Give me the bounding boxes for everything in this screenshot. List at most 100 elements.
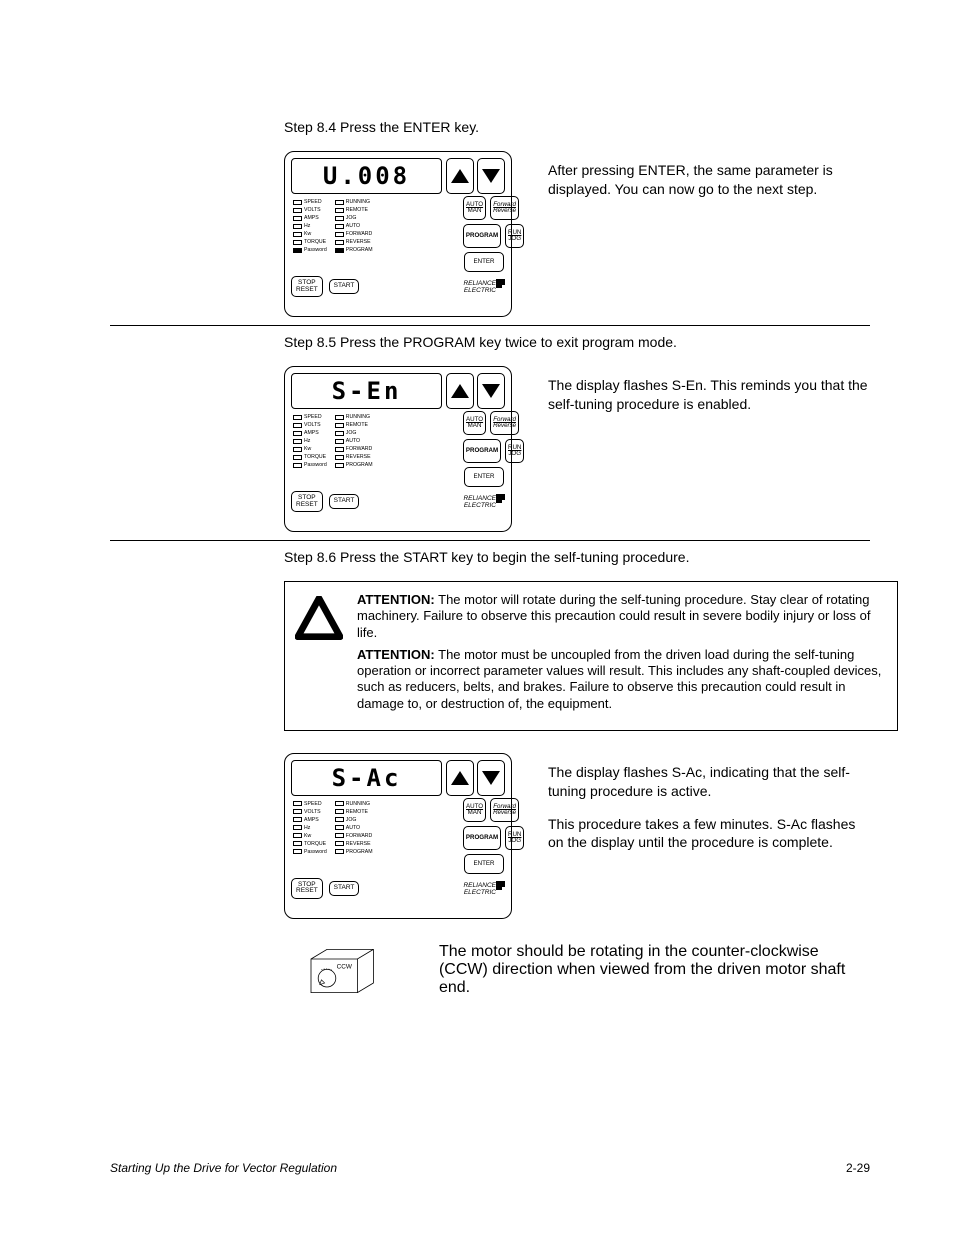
led-label: Password bbox=[304, 461, 327, 469]
led-label: SPEED bbox=[304, 800, 322, 808]
start-button[interactable]: START bbox=[329, 494, 360, 509]
footer-title: Starting Up the Drive for Vector Regulat… bbox=[110, 1161, 337, 1175]
keypad-panel-86: S-Ac SPEEDVOLTSAMPSHzKwTORQUEPassword RU… bbox=[284, 753, 512, 919]
step85-desc: The display flashes S-En. This reminds y… bbox=[548, 366, 870, 414]
led-label: Kw bbox=[304, 445, 311, 453]
run-jog-button[interactable]: RUNJOG bbox=[505, 826, 524, 850]
brand-label: RELIANCEELECTRIC bbox=[463, 881, 505, 897]
down-arrow-button[interactable] bbox=[477, 760, 505, 796]
step86-desc1: The display flashes S-Ac, indicating tha… bbox=[548, 763, 870, 801]
ccw-diagram: CCW bbox=[284, 943, 403, 999]
step86-desc2: This procedure takes a few minutes. S-Ac… bbox=[548, 815, 870, 853]
down-arrow-button[interactable] bbox=[477, 158, 505, 194]
led-label: JOG bbox=[346, 214, 357, 222]
forward-reverse-button[interactable]: ForwardReverse bbox=[490, 196, 519, 220]
step85-header: Step 8.5 Press the PROGRAM key twice to … bbox=[284, 334, 870, 350]
step84-desc: After pressing ENTER, the same parameter… bbox=[548, 151, 870, 199]
led-label: JOG bbox=[346, 429, 357, 437]
start-button[interactable]: START bbox=[329, 279, 360, 294]
stop-reset-button[interactable]: STOPRESET bbox=[291, 878, 323, 899]
program-button[interactable]: PROGRAM bbox=[463, 224, 501, 248]
led-label: Hz bbox=[304, 222, 310, 230]
led-label: REVERSE bbox=[346, 238, 371, 246]
up-arrow-button[interactable] bbox=[446, 158, 474, 194]
led-indicators: SPEEDVOLTSAMPSHzKwTORQUEPassword RUNNING… bbox=[291, 411, 457, 487]
up-arrow-button[interactable] bbox=[446, 760, 474, 796]
led-label: REMOTE bbox=[346, 421, 368, 429]
enter-button[interactable]: ENTER bbox=[464, 854, 504, 874]
auto-man-button[interactable]: AUTOMAN bbox=[463, 798, 486, 822]
led-label: REMOTE bbox=[346, 206, 368, 214]
enter-button[interactable]: ENTER bbox=[464, 467, 504, 487]
up-arrow-button[interactable] bbox=[446, 373, 474, 409]
page-footer: Starting Up the Drive for Vector Regulat… bbox=[110, 1161, 870, 1175]
led-label: FORWARD bbox=[346, 832, 373, 840]
stop-reset-button[interactable]: STOPRESET bbox=[291, 276, 323, 297]
led-label: SPEED bbox=[304, 198, 322, 206]
led-label: AUTO bbox=[346, 222, 360, 230]
auto-man-button[interactable]: AUTOMAN bbox=[463, 411, 486, 435]
led-label: JOG bbox=[346, 816, 357, 824]
attention-box: ATTENTION: The motor will rotate during … bbox=[284, 581, 898, 731]
led-label: AMPS bbox=[304, 214, 319, 222]
brand-label: RELIANCEELECTRIC bbox=[463, 279, 505, 295]
lcd-display: U.008 bbox=[291, 158, 442, 194]
led-label: Password bbox=[304, 848, 327, 856]
led-label: VOLTS bbox=[304, 808, 321, 816]
led-label: TORQUE bbox=[304, 453, 326, 461]
led-label: AMPS bbox=[304, 429, 319, 437]
led-label: RUNNING bbox=[346, 800, 370, 808]
led-label: RUNNING bbox=[346, 413, 370, 421]
step84-header: Step 8.4 Press the ENTER key. bbox=[284, 119, 870, 135]
led-indicators: SPEEDVOLTSAMPSHzKwTORQUEPassword RUNNING… bbox=[291, 196, 457, 272]
led-label: TORQUE bbox=[304, 840, 326, 848]
led-label: TORQUE bbox=[304, 238, 326, 246]
keypad-panel-84: U.008 SPEEDVOLTSAMPSHzKwTORQUEPassword R… bbox=[284, 151, 512, 317]
run-jog-button[interactable]: RUNJOG bbox=[505, 439, 524, 463]
led-label: AUTO bbox=[346, 824, 360, 832]
led-label: AMPS bbox=[304, 816, 319, 824]
down-arrow-button[interactable] bbox=[477, 373, 505, 409]
led-label: Password bbox=[304, 246, 327, 254]
warning-triangle-icon bbox=[295, 592, 343, 718]
led-label: REMOTE bbox=[346, 808, 368, 816]
led-label: SPEED bbox=[304, 413, 322, 421]
led-label: REVERSE bbox=[346, 840, 371, 848]
program-button[interactable]: PROGRAM bbox=[463, 439, 501, 463]
attention-para-1: ATTENTION: The motor will rotate during … bbox=[357, 592, 883, 641]
divider bbox=[110, 540, 870, 541]
led-label: PROGRAM bbox=[346, 461, 373, 469]
ccw-label: CCW bbox=[337, 963, 353, 970]
led-label: FORWARD bbox=[346, 445, 373, 453]
led-label: Kw bbox=[304, 832, 311, 840]
led-label: Hz bbox=[304, 824, 310, 832]
stop-reset-button[interactable]: STOPRESET bbox=[291, 491, 323, 512]
led-indicators: SPEEDVOLTSAMPSHzKwTORQUEPassword RUNNING… bbox=[291, 798, 457, 874]
led-label: VOLTS bbox=[304, 421, 321, 429]
led-label: PROGRAM bbox=[346, 848, 373, 856]
attention-para-2: ATTENTION: The motor must be uncoupled f… bbox=[357, 647, 883, 712]
brand-label: RELIANCEELECTRIC bbox=[463, 494, 505, 510]
led-label: FORWARD bbox=[346, 230, 373, 238]
start-button[interactable]: START bbox=[329, 881, 360, 896]
led-label: Kw bbox=[304, 230, 311, 238]
ccw-desc: The motor should be rotating in the coun… bbox=[439, 943, 870, 997]
run-jog-button[interactable]: RUNJOG bbox=[505, 224, 524, 248]
lcd-display: S-Ac bbox=[291, 760, 442, 796]
led-label: AUTO bbox=[346, 437, 360, 445]
divider bbox=[110, 325, 870, 326]
led-label: RUNNING bbox=[346, 198, 370, 206]
led-label: REVERSE bbox=[346, 453, 371, 461]
keypad-panel-85: S-En SPEEDVOLTSAMPSHzKwTORQUEPassword RU… bbox=[284, 366, 512, 532]
forward-reverse-button[interactable]: ForwardReverse bbox=[490, 411, 519, 435]
led-label: PROGRAM bbox=[346, 246, 373, 254]
enter-button[interactable]: ENTER bbox=[464, 252, 504, 272]
step86-header: Step 8.6 Press the START key to begin th… bbox=[284, 549, 870, 565]
forward-reverse-button[interactable]: ForwardReverse bbox=[490, 798, 519, 822]
auto-man-button[interactable]: AUTOMAN bbox=[463, 196, 486, 220]
footer-page: 2-29 bbox=[846, 1161, 870, 1175]
led-label: VOLTS bbox=[304, 206, 321, 214]
led-label: Hz bbox=[304, 437, 310, 445]
program-button[interactable]: PROGRAM bbox=[463, 826, 501, 850]
lcd-display: S-En bbox=[291, 373, 442, 409]
